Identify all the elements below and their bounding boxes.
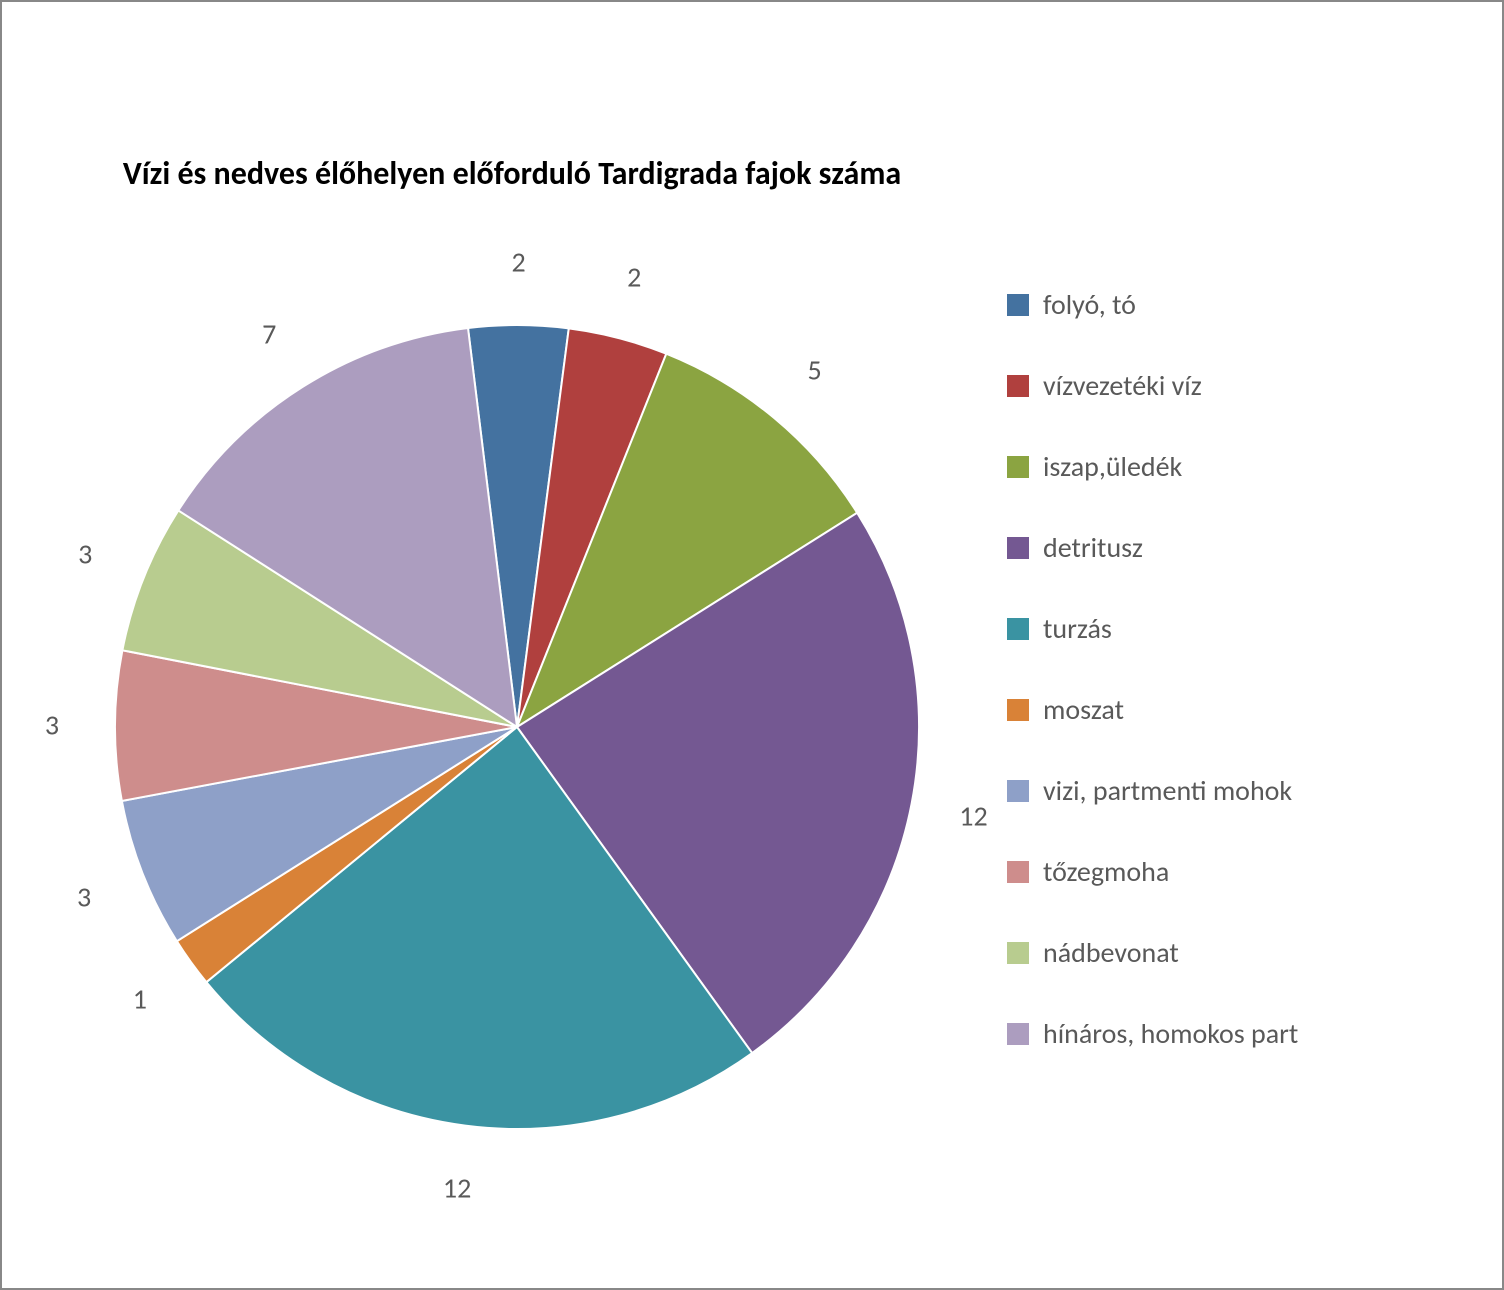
slice-value-label: 2 bbox=[627, 260, 641, 295]
slice-value-label: 3 bbox=[45, 708, 59, 743]
legend-item: iszap,üledék bbox=[1007, 449, 1298, 484]
slice-value-label: 5 bbox=[808, 352, 822, 387]
legend: folyó, tó vízvezetéki víz iszap,üledék detr… bbox=[1007, 287, 1298, 1051]
legend-swatch bbox=[1007, 780, 1029, 802]
legend-swatch bbox=[1007, 456, 1029, 478]
legend-swatch bbox=[1007, 942, 1029, 964]
legend-label: hínáros, homokos part bbox=[1043, 1016, 1298, 1051]
legend-label: turzás bbox=[1043, 611, 1112, 646]
pie-area: 225121213337 bbox=[57, 267, 977, 1187]
legend-swatch bbox=[1007, 375, 1029, 397]
legend-item: moszat bbox=[1007, 692, 1298, 727]
legend-item: turzás bbox=[1007, 611, 1298, 646]
pie-svg bbox=[57, 267, 977, 1187]
legend-swatch bbox=[1007, 537, 1029, 559]
legend-swatch bbox=[1007, 294, 1029, 316]
slice-value-label: 1 bbox=[133, 982, 147, 1017]
legend-label: nádbevonat bbox=[1043, 935, 1179, 970]
legend-item: vizi, partmenti mohok bbox=[1007, 773, 1298, 808]
chart-title: Vízi és nedves élőhelyen előforduló Tard… bbox=[2, 154, 1022, 193]
chart-container: Vízi és nedves élőhelyen előforduló Tard… bbox=[0, 0, 1504, 1290]
legend-label: vízvezetéki víz bbox=[1043, 368, 1202, 403]
legend-label: detritusz bbox=[1043, 530, 1143, 565]
legend-item: tőzegmoha bbox=[1007, 854, 1298, 889]
legend-swatch bbox=[1007, 618, 1029, 640]
legend-swatch bbox=[1007, 699, 1029, 721]
legend-item: nádbevonat bbox=[1007, 935, 1298, 970]
slice-value-label: 12 bbox=[443, 1171, 471, 1206]
slice-value-label: 3 bbox=[78, 537, 92, 572]
legend-item: folyó, tó bbox=[1007, 287, 1298, 322]
legend-label: moszat bbox=[1043, 692, 1124, 727]
legend-item: vízvezetéki víz bbox=[1007, 368, 1298, 403]
slice-value-label: 3 bbox=[77, 879, 91, 914]
slice-value-label: 12 bbox=[959, 798, 987, 833]
legend-item: hínáros, homokos part bbox=[1007, 1016, 1298, 1051]
legend-label: vizi, partmenti mohok bbox=[1043, 773, 1292, 808]
legend-label: iszap,üledék bbox=[1043, 449, 1182, 484]
slice-value-label: 7 bbox=[262, 316, 276, 351]
legend-swatch bbox=[1007, 861, 1029, 883]
legend-label: folyó, tó bbox=[1043, 287, 1136, 322]
slice-value-label: 2 bbox=[512, 245, 526, 280]
legend-label: tőzegmoha bbox=[1043, 854, 1169, 889]
legend-swatch bbox=[1007, 1023, 1029, 1045]
legend-item: detritusz bbox=[1007, 530, 1298, 565]
